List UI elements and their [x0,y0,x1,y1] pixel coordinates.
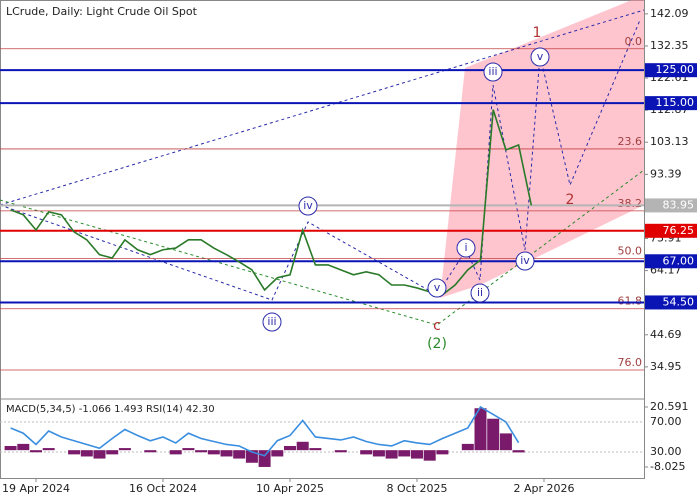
macd-bar [271,450,284,457]
fib-label: 50.0 [618,245,643,258]
fib-label: 61.8 [618,295,643,308]
macd-bar [411,450,423,459]
x-tick-label: 10 Apr 2025 [256,482,324,495]
macd-bar [334,450,347,453]
level-badge [645,223,697,238]
macd-bar [42,448,55,451]
macd-bar [220,450,233,457]
wave-circle [470,283,490,303]
macd-bar [499,433,512,451]
level-label: 125.00 [656,63,695,76]
macd-bar [284,445,296,451]
y-tick-label: 93.39 [650,167,682,180]
macd-bar [93,450,106,459]
y-tick-label: 70.00 [650,415,682,428]
level-badge [645,96,697,111]
wave-label: v [537,50,544,63]
wave-label: iv [520,254,530,267]
level-label: 83.95 [663,198,695,211]
frame [0,0,645,479]
wave-label: v [434,281,441,294]
level-badge [645,295,697,310]
macd-bar [296,441,309,451]
wave-label: iv [303,199,313,212]
chart-title: LCrude, Daily: Light Crude Oil Spot [6,5,198,18]
wave-label: ii [477,286,483,299]
macd-bar [68,450,81,455]
macd-bar [233,450,246,459]
wave-degree-label: (2) [427,336,447,352]
macd-bar [258,450,271,467]
rsi-line [10,405,520,457]
macd-bar [182,448,195,451]
x-tick-label: 8 Oct 2025 [386,482,447,495]
y-tick-label: 34.95 [650,360,682,373]
y-tick-label: 103.13 [650,135,689,148]
level-label: 76.25 [663,224,695,237]
x-tick-label: 16 Oct 2024 [129,482,197,495]
wave-circle [515,251,535,271]
wave-degree-label: 2 [566,192,575,208]
macd-bar [17,443,30,451]
indicator-title: MACD(5,34,5) -1.066 1.493 RSI(14) 42.30 [6,404,215,415]
wave-degree-label: 1 [533,25,542,41]
y-tick-label: 20.591 [650,400,689,413]
macd-bar [207,450,220,455]
wave-circle [262,312,282,332]
macd-bar [30,450,42,453]
level-label: 54.50 [663,295,695,308]
macd-bar [4,445,17,451]
macd-bar [118,448,131,451]
macd-bar [169,450,182,455]
trend-line [0,9,645,206]
wave-label: iii [267,315,276,328]
fib-label: 23.6 [618,135,643,148]
macd-bar [423,450,436,461]
macd-bar [144,450,157,453]
wave-circle [298,196,318,216]
wave-circle [530,47,550,67]
wave-degree-label: c [433,318,441,334]
macd-bar [309,448,322,451]
x-tick-label: 2 Apr 2026 [513,482,574,495]
macd-bar [512,450,525,453]
level-badge [645,198,697,213]
level-badge [645,254,697,269]
wave-circle [427,278,447,298]
fib-label: 76.0 [618,356,643,369]
fib-label: 38.2 [618,197,643,210]
macd-bar [474,408,487,451]
macd-bar [385,450,398,459]
wave-label: i [464,241,467,254]
wave-label: iii [488,65,497,78]
level-label: 67.00 [663,254,695,267]
wave-circle [456,238,476,258]
macd-bar [372,450,385,457]
macd-bar [461,443,474,451]
macd-bar [360,450,373,455]
level-badge [645,63,697,78]
wave-circle [483,62,503,82]
y-tick-label: 142.09 [650,7,689,20]
y-tick-label: 132.35 [650,39,689,52]
y-tick-label: 44.69 [650,328,682,341]
trend-line [0,169,645,326]
macd-bar [436,450,449,455]
fib-label: 0.0 [625,35,643,48]
macd-bar [195,450,208,453]
wave-path [0,19,641,301]
x-tick-label: 19 Apr 2024 [2,482,70,495]
y-tick-label: 30.00 [650,445,682,458]
macd-bar [487,418,500,451]
level-label: 115.00 [656,96,695,109]
macd-bar [106,450,119,455]
y-tick-label: -8.025 [650,460,685,473]
macd-bar [398,450,411,457]
macd-bar [80,450,93,457]
